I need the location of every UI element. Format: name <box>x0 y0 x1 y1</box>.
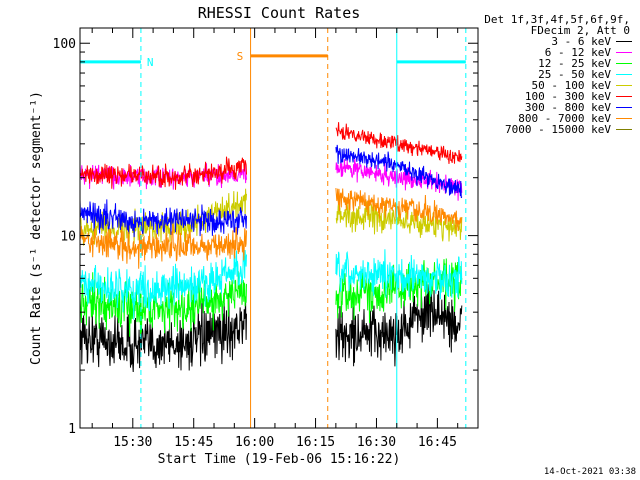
legend-item-8: 7000 - 15000 keV <box>482 124 632 135</box>
series-5-segment-1 <box>335 122 463 164</box>
series-5 <box>79 122 463 190</box>
x-tick-label: 16:15 <box>296 435 335 450</box>
legend-swatch <box>616 63 632 64</box>
legend-swatch <box>616 85 632 86</box>
series-6-segment-0 <box>79 199 247 238</box>
interval-marker-2 <box>396 28 467 428</box>
series-2-segment-0 <box>79 271 247 337</box>
x-axis: 15:30 15:45 16:00 16:15 16:30 16:45 <box>91 28 479 450</box>
series-7-segment-1 <box>335 187 463 232</box>
legend-header-line-1: Det 1f,3f,4f,5f,6f,9f, <box>484 13 630 26</box>
series-6-segment-1 <box>335 144 463 199</box>
legend-item-1: 6 - 12 keV <box>482 47 632 58</box>
series-0-segment-1 <box>335 274 463 367</box>
legend-label: 3 - 6 keV <box>551 35 611 48</box>
legend-item-6: 300 - 800 keV <box>482 102 632 113</box>
legend-label: 6 - 12 keV <box>544 46 611 59</box>
legend-item-0: 3 - 6 keV <box>482 36 632 47</box>
series-4-segment-1 <box>335 200 463 242</box>
legend-header-line-2: FDecim 2, Att 0 <box>530 24 630 37</box>
legend-swatch <box>616 107 632 108</box>
series-0 <box>79 274 463 373</box>
x-tick-label: 16:30 <box>357 435 396 450</box>
legend-swatch <box>616 74 632 75</box>
legend-label: 25 - 50 keV <box>538 68 611 81</box>
legend-item-2: 12 - 25 keV <box>482 58 632 69</box>
interval-label-0: N <box>147 56 154 69</box>
series-3 <box>79 249 463 320</box>
plot-timestamp: 14-Oct-2021 03:38 <box>543 467 636 477</box>
y-axis-label: Count Rate (s⁻¹ detector segment⁻¹) <box>29 91 44 365</box>
series-5-segment-0 <box>79 156 247 190</box>
series-6 <box>79 144 463 238</box>
series-7-segment-0 <box>79 224 247 269</box>
legend: Det 1f,3f,4f,5f,6f,9f, FDecim 2, Att 0 3… <box>482 14 632 135</box>
series-3-segment-0 <box>79 249 247 320</box>
legend-swatch <box>616 118 632 119</box>
y-tick-label: 10 <box>60 230 76 245</box>
series-7 <box>79 187 463 269</box>
legend-swatch <box>616 96 632 97</box>
legend-item-7: 800 - 7000 keV <box>482 113 632 124</box>
legend-label: 12 - 25 keV <box>538 57 611 70</box>
legend-label: 50 - 100 keV <box>531 79 611 92</box>
legend-item-5: 100 - 300 keV <box>482 91 632 102</box>
series-3-segment-1 <box>335 249 463 300</box>
series-0-segment-0 <box>79 293 247 373</box>
y-tick-label: 1 <box>68 422 76 437</box>
y-tick-label: 100 <box>53 37 76 52</box>
legend-swatch <box>616 41 632 42</box>
legend-swatch <box>616 52 632 53</box>
legend-label: 7000 - 15000 keV <box>505 123 611 136</box>
interval-label-1: S <box>237 50 244 63</box>
legend-label: 100 - 300 keV <box>524 90 611 103</box>
x-axis-label: Start Time (19-Feb-06 15:16:22) <box>158 452 401 467</box>
x-tick-label: 16:00 <box>235 435 274 450</box>
legend-swatch <box>616 129 632 130</box>
x-tick-label: 15:30 <box>113 435 152 450</box>
plot-frame <box>79 27 479 429</box>
legend-label: 300 - 800 keV <box>524 101 611 114</box>
legend-item-4: 50 - 100 keV <box>482 80 632 91</box>
chart-title: RHESSI Count Rates <box>198 4 361 22</box>
y-axis: 1 10 100 <box>53 37 478 437</box>
x-tick-label: 16:45 <box>418 435 457 450</box>
x-tick-label: 15:45 <box>174 435 213 450</box>
legend-item-3: 25 - 50 keV <box>482 69 632 80</box>
legend-label: 800 - 7000 keV <box>518 112 611 125</box>
interval-marker-1: S <box>237 28 329 428</box>
